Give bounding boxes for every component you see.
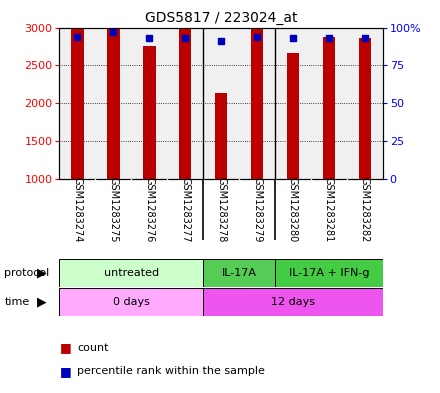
Bar [203, 288, 383, 316]
Point [361, 35, 368, 41]
Text: ■: ■ [59, 341, 71, 354]
Bar [251, 24, 263, 179]
Point [290, 35, 297, 41]
Point [182, 35, 189, 41]
Text: GSM1283281: GSM1283281 [324, 176, 334, 242]
Text: ▶: ▶ [37, 296, 47, 309]
Bar [359, 38, 371, 179]
Text: GSM1283276: GSM1283276 [144, 176, 154, 242]
Text: GSM1283278: GSM1283278 [216, 176, 226, 242]
Text: untreated: untreated [104, 268, 159, 278]
Point [146, 35, 153, 41]
Bar [71, 0, 84, 179]
Bar [203, 259, 275, 287]
Bar [143, 46, 155, 179]
Text: GSM1283279: GSM1283279 [252, 176, 262, 242]
Text: IL-17A + IFN-g: IL-17A + IFN-g [289, 268, 369, 278]
Text: GSM1283275: GSM1283275 [108, 176, 118, 242]
Bar [287, 53, 299, 179]
Point [253, 33, 260, 40]
Text: protocol: protocol [4, 268, 50, 278]
Title: GDS5817 / 223024_at: GDS5817 / 223024_at [145, 11, 297, 25]
Text: GSM1283280: GSM1283280 [288, 176, 298, 242]
Text: time: time [4, 297, 29, 307]
Text: 12 days: 12 days [271, 297, 315, 307]
Bar [179, 23, 191, 179]
Text: GSM1283274: GSM1283274 [72, 176, 82, 242]
Bar [275, 259, 383, 287]
Point [326, 35, 333, 41]
Bar [59, 259, 203, 287]
Text: GSM1283277: GSM1283277 [180, 176, 190, 242]
Point [218, 38, 225, 44]
Bar [59, 288, 203, 316]
Text: IL-17A: IL-17A [222, 268, 257, 278]
Text: count: count [77, 343, 109, 353]
Bar [107, 0, 120, 179]
Bar [323, 37, 335, 179]
Point [110, 29, 117, 35]
Point [74, 33, 81, 40]
Text: ▶: ▶ [37, 266, 47, 279]
Text: 0 days: 0 days [113, 297, 150, 307]
Text: GSM1283282: GSM1283282 [360, 176, 370, 242]
Text: ■: ■ [59, 365, 71, 378]
Text: percentile rank within the sample: percentile rank within the sample [77, 366, 265, 376]
Bar [215, 93, 227, 179]
